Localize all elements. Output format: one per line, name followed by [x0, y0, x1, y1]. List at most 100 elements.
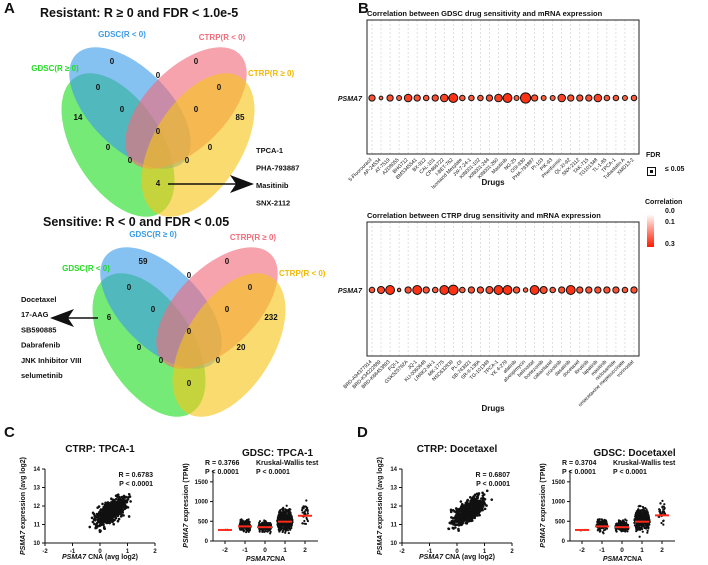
- x-tick-label: 0: [455, 549, 459, 555]
- bubble: [459, 286, 466, 294]
- x-tick-label: 2: [510, 549, 514, 555]
- data-point: [662, 519, 665, 522]
- data-point: [289, 528, 292, 531]
- data-point: [287, 512, 290, 515]
- x-tick-label: 1: [640, 547, 644, 554]
- data-point: [106, 502, 110, 506]
- data-point: [625, 522, 628, 525]
- dotplot-title: GDSC: TPCA-1: [242, 448, 314, 459]
- data-point: [246, 518, 249, 522]
- bubble: [412, 285, 423, 295]
- data-point: [624, 530, 627, 533]
- drug-list-item: Dabrafenib: [21, 341, 61, 350]
- test-name: Kruskal-Wallis test: [256, 460, 319, 467]
- gene-label: PSMA7: [338, 288, 363, 295]
- data-point: [648, 523, 651, 526]
- drug-list-item: JNK Inhibitor VIII: [21, 356, 81, 365]
- data-point: [97, 513, 100, 517]
- data-point: [129, 500, 132, 503]
- stat-r: R = 0.3704: [562, 460, 597, 467]
- data-point: [659, 502, 662, 505]
- data-point: [284, 516, 287, 519]
- data-point: [88, 525, 92, 529]
- data-point: [475, 502, 478, 506]
- data-point: [125, 505, 128, 508]
- venn-count: 0: [194, 105, 199, 114]
- data-point: [646, 531, 649, 534]
- data-point: [238, 527, 241, 530]
- data-point: [641, 515, 644, 518]
- bubble: [540, 95, 547, 101]
- data-point: [646, 510, 649, 513]
- test-p: P < 0.0001: [613, 469, 647, 476]
- data-point: [306, 508, 309, 512]
- bubble: [368, 94, 376, 102]
- data-point: [280, 512, 283, 515]
- bubble: [468, 94, 475, 102]
- data-point: [112, 509, 115, 513]
- venn-count: 0: [137, 343, 142, 352]
- data-point: [635, 527, 638, 530]
- bubble: [539, 285, 548, 295]
- drug-list-item: TPCA-1: [256, 146, 283, 155]
- venn-count: 232: [264, 313, 278, 322]
- data-point: [258, 528, 261, 531]
- bubble: [576, 286, 584, 294]
- stat-r: R = 0.6783: [119, 472, 154, 479]
- data-point: [127, 515, 131, 518]
- data-point: [91, 511, 95, 515]
- data-point: [114, 512, 117, 515]
- stat-p: P < 0.0001: [119, 481, 153, 488]
- venn-count: 0: [156, 71, 161, 80]
- data-point: [469, 496, 472, 499]
- data-point: [641, 524, 644, 527]
- bubble: [565, 285, 576, 295]
- data-point: [482, 493, 486, 496]
- data-point: [460, 502, 464, 506]
- x-tick-label: -1: [70, 549, 76, 555]
- bubble: [529, 285, 540, 295]
- x-tick-label: -1: [242, 547, 248, 554]
- stat-r: R = 0.6807: [476, 472, 511, 479]
- venn-set-label: CTRP(R ≥ 0): [230, 233, 277, 242]
- data-point: [476, 496, 480, 500]
- data-point: [107, 514, 111, 518]
- data-point: [91, 520, 95, 524]
- x-tick-label: 1: [126, 549, 130, 555]
- data-point: [455, 523, 459, 527]
- stat-p: P < 0.0001: [562, 469, 596, 476]
- data-point: [107, 505, 110, 509]
- y-tick-label: 10: [33, 541, 40, 547]
- data-point: [108, 517, 112, 520]
- data-point: [93, 522, 96, 526]
- bubble: [378, 95, 384, 101]
- data-point: [117, 498, 120, 502]
- drug-list-item: PHA-793887: [256, 164, 299, 173]
- data-point: [112, 522, 116, 526]
- data-point: [638, 535, 641, 538]
- data-point: [466, 499, 469, 503]
- data-point: [662, 523, 665, 526]
- data-point: [452, 527, 455, 530]
- bubble-chart-frame: [366, 221, 640, 357]
- data-point: [644, 517, 648, 520]
- bubble: [368, 286, 376, 294]
- data-point: [283, 522, 286, 525]
- x-tick-label: -1: [427, 549, 433, 555]
- bubble: [603, 94, 611, 102]
- data-point: [464, 516, 467, 520]
- x-tick-label: 0: [98, 549, 102, 555]
- venn-count: 0: [106, 143, 111, 152]
- data-point: [619, 528, 622, 531]
- data-point: [454, 519, 457, 523]
- venn-count: 6: [107, 313, 112, 322]
- data-point: [258, 520, 262, 523]
- venn-resistant-title: Resistant: R ≥ 0 and FDR < 1.0e-5: [40, 6, 239, 20]
- data-point: [115, 494, 119, 497]
- venn-count: 0: [120, 105, 125, 114]
- venn-set-label: GDSC(R < 0): [98, 30, 146, 39]
- bubble: [530, 94, 539, 102]
- test-p: P < 0.0001: [256, 469, 290, 476]
- data-point: [641, 508, 644, 512]
- data-point: [645, 508, 648, 511]
